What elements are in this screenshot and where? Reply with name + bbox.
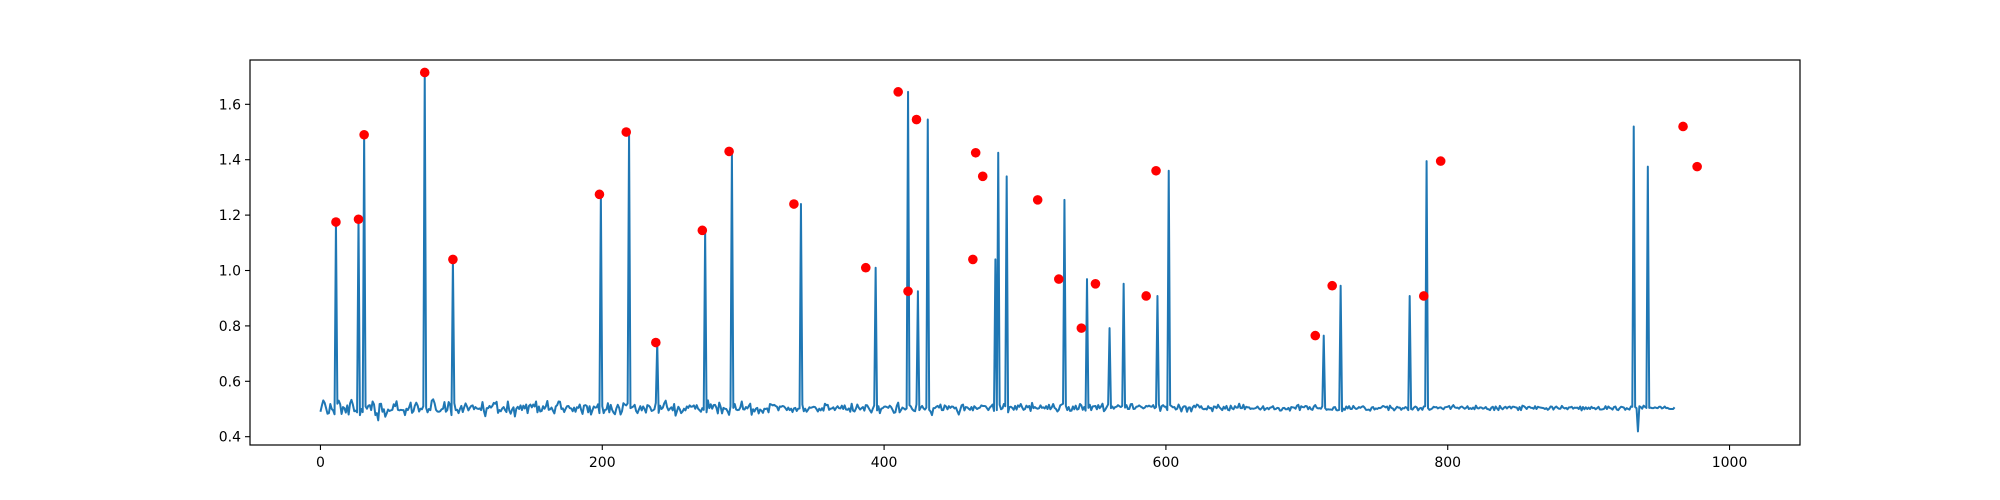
peak-marker: [651, 337, 661, 348]
y-axis: 0.4 0.6 0.8 1.0 1.2 1.4 1.6: [219, 97, 250, 446]
peak-marker: [1327, 280, 1337, 291]
y-tick-label: 1.2: [219, 208, 241, 224]
y-tick-label: 0.4: [219, 430, 241, 446]
peak-marker: [968, 254, 978, 265]
x-tick-label: 800: [1434, 455, 1461, 471]
x-tick-label: 400: [871, 455, 898, 471]
x-tick-label: 600: [1153, 455, 1180, 471]
plot-frame: [249, 59, 1801, 446]
peak-marker: [1310, 330, 1321, 341]
peak-marker: [1090, 278, 1101, 289]
peak-marker: [860, 262, 871, 273]
x-axis: 0 200 400 600 800 1000: [316, 445, 1747, 471]
y-tick-label: 0.6: [219, 374, 241, 390]
peak-marker: [594, 189, 605, 200]
peak-marker: [419, 67, 430, 78]
series-layer: [319, 67, 1702, 433]
peak-marker: [1678, 121, 1688, 132]
peak-marker: [970, 147, 981, 158]
peak-marker: [1032, 195, 1043, 205]
peak-marker: [1435, 156, 1446, 166]
peak-marker: [1692, 161, 1702, 172]
plot-area: [250, 60, 1800, 445]
peak-marker: [1151, 165, 1161, 176]
peak-marker: [448, 254, 458, 265]
peak-marker: [789, 199, 799, 209]
peak-marker: [911, 114, 922, 125]
y-tick-label: 1.0: [219, 264, 241, 280]
peak-marker: [359, 129, 369, 140]
y-tick-label: 0.8: [219, 319, 241, 335]
y-tick-label: 1.4: [219, 153, 241, 169]
peak-marker: [1076, 323, 1087, 333]
peak-marker: [697, 225, 708, 236]
x-tick-label: 1000: [1712, 455, 1748, 471]
peak-marker: [724, 146, 734, 157]
peak-marker: [893, 87, 903, 97]
peak-marker: [331, 217, 341, 227]
peak-marker: [621, 127, 632, 137]
peak-marker: [1054, 274, 1064, 284]
peak-marker: [977, 171, 988, 182]
y-tick-label: 1.6: [219, 97, 241, 113]
peak-marker: [1418, 291, 1429, 301]
peak-marker: [1141, 291, 1151, 301]
x-tick-label: 0: [316, 455, 325, 471]
signal-line: [319, 71, 1676, 433]
peak-marker: [353, 214, 364, 225]
x-tick-label: 200: [589, 455, 616, 471]
peak-marker: [903, 286, 913, 297]
